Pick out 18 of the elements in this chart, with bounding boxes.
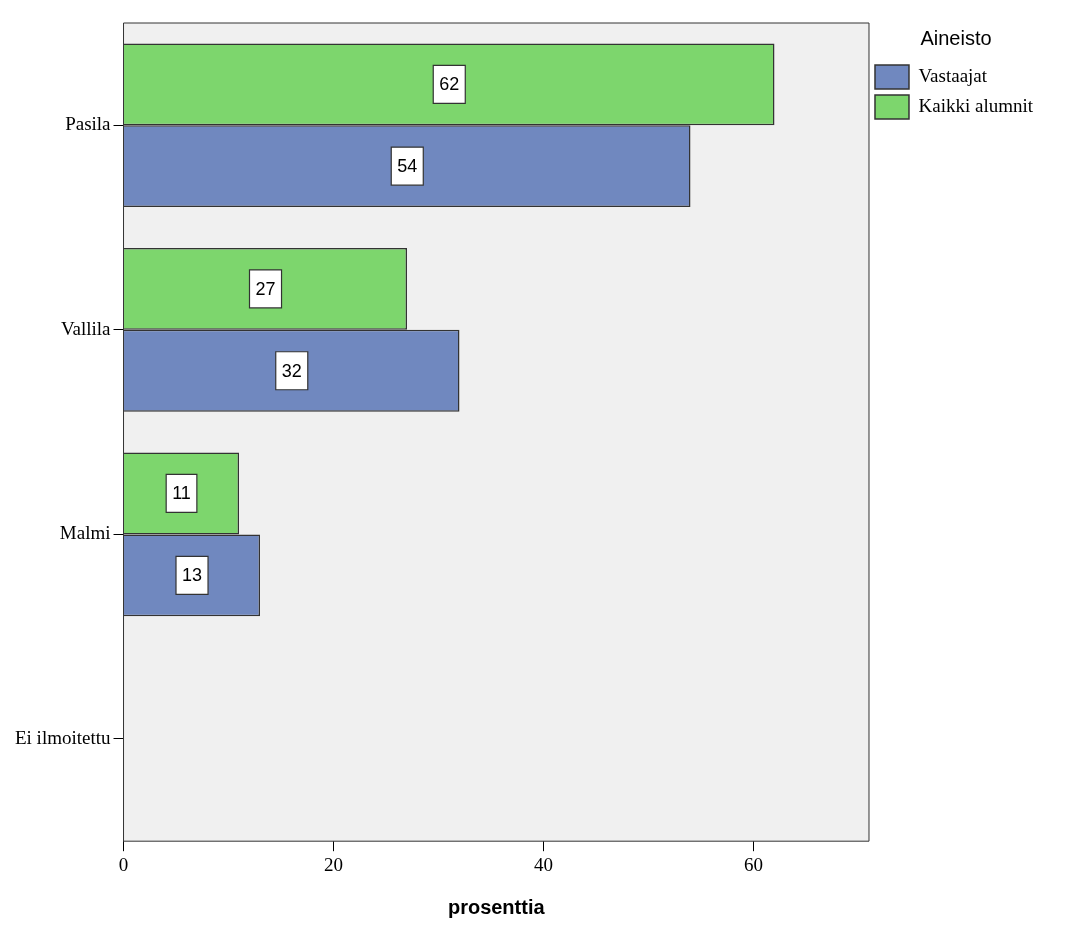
data-label: 11 [172,483,191,504]
legend-label: Kaikki alumnit [918,94,1034,116]
x-tick-label: 0 [118,853,129,875]
data-label: 54 [397,156,418,177]
y-tick-label: Malmi [59,522,111,544]
x-axis-title: prosenttia [447,895,546,918]
x-tick-label: 60 [743,853,763,875]
legend-label: Vastaajat [918,64,988,86]
data-label: 27 [255,278,276,299]
x-tick-label: 40 [534,853,553,875]
y-tick-label: Ei ilmoitettu [14,726,112,748]
legend-title: Aineisto [920,26,992,49]
y-tick-label: Vallila [60,317,112,339]
y-tick-label: Pasila [65,113,112,135]
data-label: 62 [439,74,460,95]
data-label: 13 [182,565,203,586]
x-tick-label: 20 [324,853,344,875]
data-label: 32 [281,360,302,381]
